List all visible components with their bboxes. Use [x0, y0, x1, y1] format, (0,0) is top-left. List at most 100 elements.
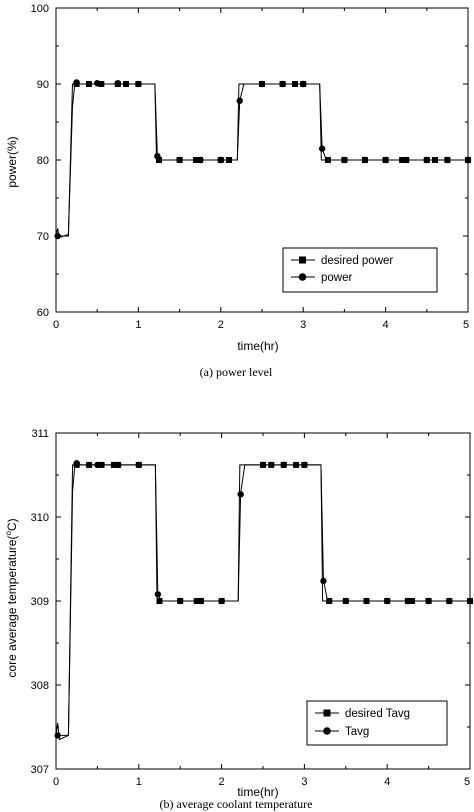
circle-marker — [446, 597, 453, 605]
x-axis-title: time(hr) — [237, 339, 278, 353]
y-axis-title-main: core average temperature( — [5, 536, 19, 678]
y-tick-label: 311 — [31, 428, 49, 440]
circle-marker — [177, 597, 184, 605]
x-tick-label: 1 — [135, 319, 141, 331]
x-tick-label: 0 — [53, 776, 59, 788]
circle-marker — [363, 597, 370, 605]
circle-marker — [197, 156, 204, 164]
square-marker — [293, 461, 300, 468]
y-axis-title-superscript: o — [4, 531, 13, 536]
square-marker — [123, 81, 130, 87]
circle-marker — [300, 80, 307, 88]
square-marker — [268, 461, 275, 468]
y-tick-label: 100 — [31, 3, 49, 15]
panel-average-coolant-temperature: 307 308 309 310 311 0 1 2 3 4 5 time(hr)… — [4, 428, 474, 811]
legend-label: power — [321, 272, 352, 284]
y-tick-label: 60 — [37, 307, 49, 319]
circle-marker — [258, 80, 266, 88]
x-tick-label: 5 — [463, 319, 469, 331]
y-tick-label: 80 — [37, 155, 49, 167]
circle-marker — [54, 732, 61, 739]
circle-marker — [318, 145, 326, 152]
x-tick-label: 4 — [384, 776, 390, 788]
x-tick-label: 1 — [136, 776, 142, 788]
x-tick-label: 2 — [219, 776, 225, 788]
square-marker — [156, 598, 163, 604]
legend: desired Tavg Tavg — [306, 700, 448, 746]
y-axis-title-tail: C) — [5, 518, 19, 531]
x-tick-label: 2 — [218, 319, 224, 331]
square-marker — [409, 598, 416, 604]
circle-marker — [114, 80, 122, 87]
circle-marker — [154, 153, 161, 160]
circle-marker — [342, 597, 349, 605]
circle-marker — [444, 156, 451, 164]
circle-marker — [320, 577, 327, 585]
x-tick-label: 3 — [300, 319, 306, 331]
circle-marker — [94, 80, 101, 87]
legend-label: Tavg — [345, 726, 369, 738]
legend-circle-marker — [323, 727, 331, 735]
square-marker — [98, 461, 105, 468]
circle-marker — [382, 156, 389, 164]
legend: desired power power — [282, 247, 438, 293]
circle-marker — [176, 156, 183, 164]
square-marker — [156, 157, 162, 163]
circle-marker — [237, 491, 244, 498]
circle-marker — [114, 461, 122, 469]
square-marker — [326, 598, 333, 604]
circle-marker — [341, 156, 348, 164]
square-marker — [291, 81, 298, 87]
circle-marker — [73, 79, 80, 86]
circle-marker — [384, 597, 391, 605]
circle-marker — [259, 461, 267, 469]
figure-caption: (a) power level — [200, 365, 273, 379]
panel-power-level: 60 70 80 90 100 0 1 2 3 4 5 time(hr) pow… — [5, 3, 472, 379]
circle-marker — [135, 461, 142, 469]
circle-marker — [197, 597, 205, 605]
square-marker — [432, 157, 439, 163]
circle-marker — [218, 597, 225, 605]
legend-label: desired power — [321, 255, 393, 267]
tick-marks-a — [55, 7, 469, 313]
square-marker — [226, 157, 233, 163]
x-tick-label: 0 — [53, 319, 59, 331]
legend-box — [282, 247, 438, 293]
circle-marker — [423, 156, 430, 164]
y-tick-label: 310 — [31, 512, 49, 524]
circle-marker — [301, 461, 308, 469]
series-group-a — [54, 79, 472, 240]
circle-marker — [73, 460, 80, 467]
square-marker — [399, 157, 406, 163]
square-marker — [193, 598, 200, 604]
circle-marker — [425, 597, 432, 605]
x-tick-label: 4 — [383, 319, 389, 331]
circle-marker — [466, 597, 474, 605]
circle-marker — [135, 80, 142, 88]
y-axis-title: core average temperature(oC) — [4, 518, 19, 677]
legend-circle-marker — [298, 273, 307, 281]
circle-marker — [403, 156, 410, 164]
circle-marker — [404, 597, 412, 605]
legend-square-marker — [323, 709, 331, 717]
x-tick-label: 5 — [464, 776, 470, 788]
legend-square-marker — [299, 256, 306, 264]
x-tick-label: 3 — [301, 776, 307, 788]
y-tick-label: 307 — [31, 764, 49, 776]
circle-marker — [279, 80, 286, 88]
square-marker — [85, 81, 92, 87]
circle-marker — [280, 461, 287, 469]
square-marker — [110, 461, 117, 468]
square-marker — [86, 461, 93, 468]
square-marker — [193, 157, 200, 163]
circle-marker — [217, 156, 224, 164]
y-tick-label: 90 — [37, 79, 49, 91]
x-axis-title: time(hr) — [237, 785, 278, 799]
circle-marker — [54, 232, 61, 240]
square-marker — [98, 81, 105, 87]
circle-marker — [361, 156, 369, 164]
tick-marks-b — [55, 432, 471, 770]
y-tick-label: 70 — [37, 231, 49, 243]
y-tick-label: 309 — [31, 596, 49, 608]
